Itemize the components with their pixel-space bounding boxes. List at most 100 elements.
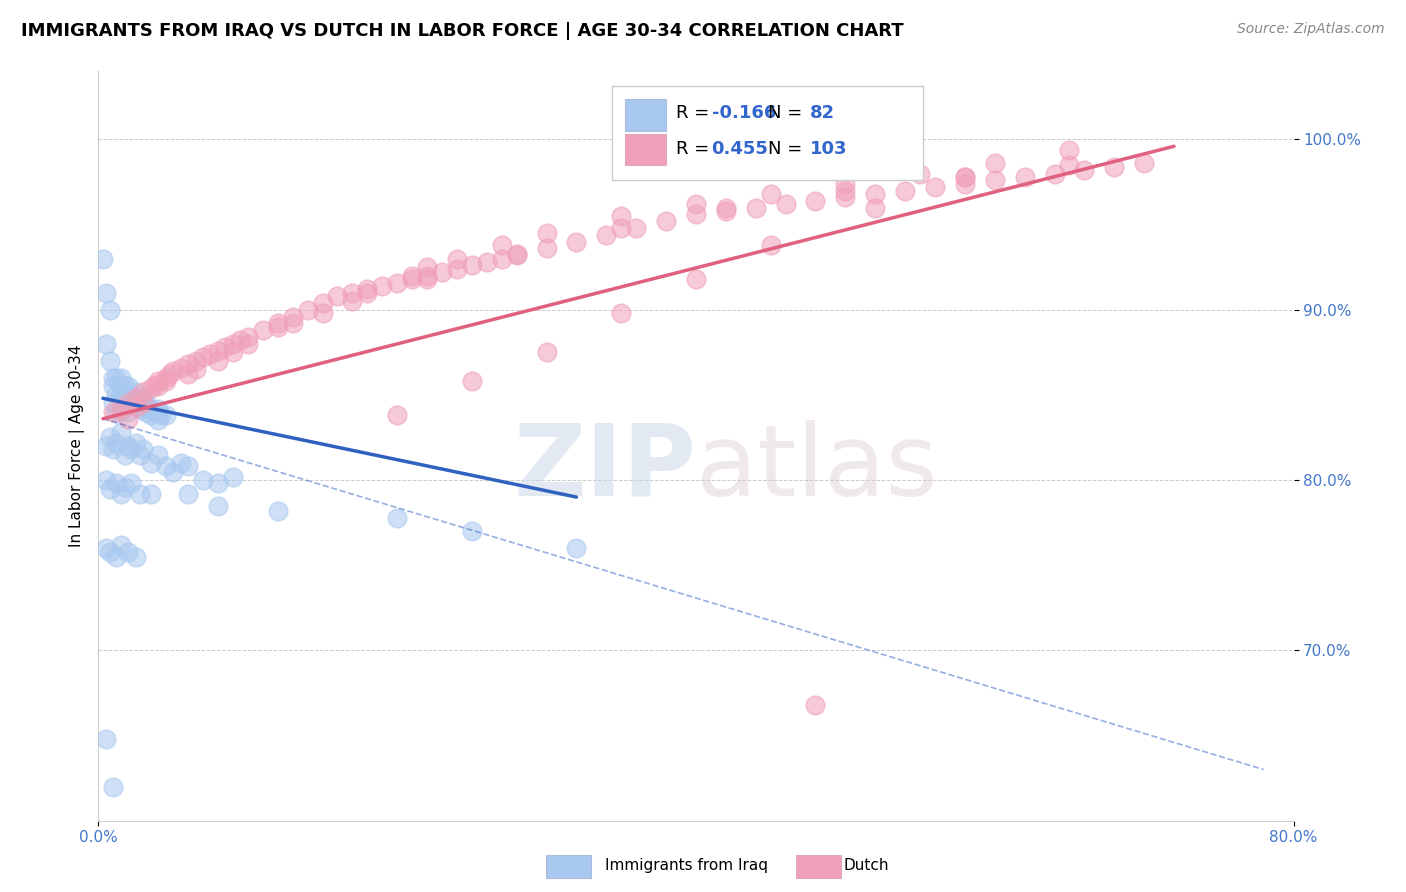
Point	[105, 549, 128, 564]
Point	[446, 261, 468, 276]
Point	[1043, 167, 1066, 181]
FancyBboxPatch shape	[613, 87, 922, 180]
Point	[132, 384, 155, 399]
Text: atlas: atlas	[696, 420, 938, 517]
Point	[110, 379, 132, 393]
Point	[139, 486, 162, 500]
Point	[385, 409, 409, 423]
Point	[103, 780, 125, 794]
Point	[655, 214, 678, 228]
Point	[98, 302, 122, 317]
Point	[139, 381, 162, 395]
Point	[461, 524, 484, 538]
Point	[626, 221, 648, 235]
Point	[98, 544, 122, 558]
Point	[129, 401, 152, 416]
Point	[207, 476, 229, 491]
Point	[177, 357, 200, 371]
Point	[834, 184, 856, 198]
Point	[984, 156, 1007, 170]
Text: R =: R =	[676, 103, 714, 121]
Point	[94, 285, 117, 300]
Point	[267, 504, 290, 518]
Point	[865, 186, 887, 201]
Point	[184, 362, 207, 376]
Point	[565, 235, 588, 249]
Point	[385, 276, 409, 290]
Point	[356, 285, 378, 300]
Point	[1059, 158, 1081, 172]
Point	[685, 272, 707, 286]
Point	[91, 252, 114, 266]
Point	[446, 252, 468, 266]
Point	[125, 400, 148, 414]
Point	[114, 379, 136, 393]
Point	[207, 343, 229, 358]
Point	[114, 388, 136, 402]
Point	[117, 544, 139, 558]
Point	[714, 204, 737, 219]
Point	[110, 425, 132, 440]
Point	[103, 442, 125, 457]
Point	[565, 541, 588, 556]
Point	[98, 354, 122, 368]
Point	[143, 405, 166, 419]
Point	[461, 259, 484, 273]
Point	[105, 405, 128, 419]
Point	[924, 180, 946, 194]
Point	[430, 265, 453, 279]
Point	[834, 190, 856, 204]
Text: 103: 103	[810, 139, 846, 158]
Text: 82: 82	[810, 103, 835, 121]
Point	[139, 401, 162, 416]
Point	[214, 340, 236, 354]
Point	[984, 173, 1007, 187]
Point	[342, 294, 364, 309]
Point	[177, 459, 200, 474]
Point	[416, 260, 439, 275]
Point	[98, 482, 122, 496]
Point	[953, 169, 976, 184]
Point	[207, 354, 229, 368]
Point	[98, 430, 122, 444]
Point	[105, 435, 128, 450]
Point	[148, 374, 170, 388]
Point	[252, 323, 274, 337]
Point	[105, 476, 128, 491]
Point	[371, 279, 394, 293]
Point	[536, 345, 558, 359]
Point	[356, 282, 378, 296]
Point	[162, 465, 184, 479]
Point	[311, 296, 333, 310]
Point	[759, 238, 782, 252]
Point	[155, 459, 177, 474]
Point	[401, 272, 423, 286]
Point	[775, 197, 797, 211]
Point	[401, 268, 423, 283]
Point	[1059, 143, 1081, 157]
Point	[110, 396, 132, 410]
Point	[103, 379, 125, 393]
Point	[117, 379, 139, 393]
Point	[385, 510, 409, 524]
Point	[177, 368, 200, 382]
Point	[125, 392, 148, 406]
Point	[953, 169, 976, 184]
Point	[506, 246, 529, 260]
Point	[117, 405, 139, 419]
Point	[148, 413, 170, 427]
Point	[685, 197, 707, 211]
Point	[184, 354, 207, 368]
Y-axis label: In Labor Force | Age 30-34: In Labor Force | Age 30-34	[69, 344, 84, 548]
Point	[125, 384, 148, 399]
Point	[200, 347, 222, 361]
Point	[110, 388, 132, 402]
Point	[129, 486, 152, 500]
Point	[103, 405, 125, 419]
Point	[207, 499, 229, 513]
Point	[1073, 163, 1095, 178]
Point	[804, 194, 827, 208]
Point	[610, 221, 633, 235]
Point	[155, 371, 177, 385]
Point	[110, 538, 132, 552]
